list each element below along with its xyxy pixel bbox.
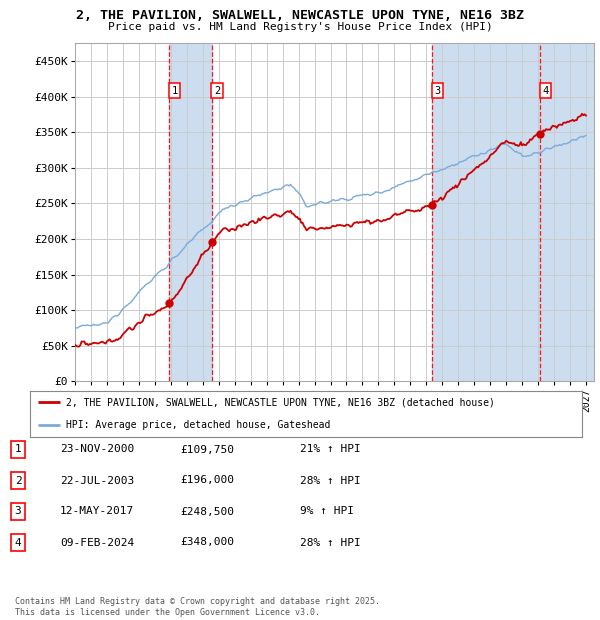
Bar bbox=[432, 43, 540, 381]
Text: 3: 3 bbox=[434, 86, 441, 95]
Text: 9% ↑ HPI: 9% ↑ HPI bbox=[300, 507, 354, 516]
Bar bbox=[169, 43, 212, 381]
Bar bbox=[540, 43, 594, 381]
Text: 3: 3 bbox=[14, 507, 22, 516]
Text: 2: 2 bbox=[14, 476, 22, 485]
Text: 1: 1 bbox=[172, 86, 178, 95]
Text: 21% ↑ HPI: 21% ↑ HPI bbox=[300, 445, 361, 454]
Text: £109,750: £109,750 bbox=[180, 445, 234, 454]
Text: Price paid vs. HM Land Registry's House Price Index (HPI): Price paid vs. HM Land Registry's House … bbox=[107, 22, 493, 32]
Text: HPI: Average price, detached house, Gateshead: HPI: Average price, detached house, Gate… bbox=[66, 420, 330, 430]
Text: 2, THE PAVILION, SWALWELL, NEWCASTLE UPON TYNE, NE16 3BZ: 2, THE PAVILION, SWALWELL, NEWCASTLE UPO… bbox=[76, 9, 524, 22]
Text: Contains HM Land Registry data © Crown copyright and database right 2025.
This d: Contains HM Land Registry data © Crown c… bbox=[15, 598, 380, 617]
Text: 4: 4 bbox=[542, 86, 548, 95]
Text: 12-MAY-2017: 12-MAY-2017 bbox=[60, 507, 134, 516]
Text: 23-NOV-2000: 23-NOV-2000 bbox=[60, 445, 134, 454]
Text: £248,500: £248,500 bbox=[180, 507, 234, 516]
Text: 2, THE PAVILION, SWALWELL, NEWCASTLE UPON TYNE, NE16 3BZ (detached house): 2, THE PAVILION, SWALWELL, NEWCASTLE UPO… bbox=[66, 397, 495, 407]
Text: 22-JUL-2003: 22-JUL-2003 bbox=[60, 476, 134, 485]
Text: 28% ↑ HPI: 28% ↑ HPI bbox=[300, 538, 361, 547]
Text: 1: 1 bbox=[14, 445, 22, 454]
Text: 28% ↑ HPI: 28% ↑ HPI bbox=[300, 476, 361, 485]
Text: £196,000: £196,000 bbox=[180, 476, 234, 485]
Text: 09-FEB-2024: 09-FEB-2024 bbox=[60, 538, 134, 547]
Text: £348,000: £348,000 bbox=[180, 538, 234, 547]
Text: 4: 4 bbox=[14, 538, 22, 547]
Text: 2: 2 bbox=[214, 86, 220, 95]
